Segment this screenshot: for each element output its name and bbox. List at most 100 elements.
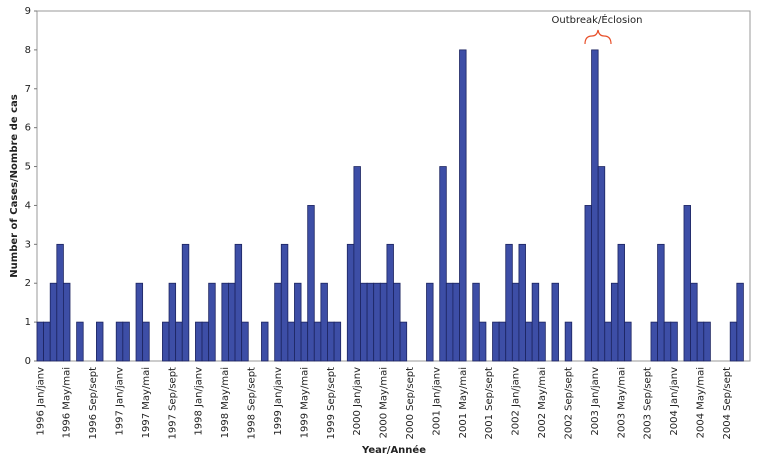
bar <box>333 321 342 362</box>
x-tick-label: 2003 May/mai <box>616 367 627 438</box>
bar <box>703 321 711 362</box>
y-tick-label: 0 <box>25 356 31 367</box>
bar <box>122 321 130 362</box>
bar <box>320 282 328 362</box>
bar <box>604 321 612 362</box>
bar <box>683 205 691 362</box>
x-tick-label: 2001 Sep/sept <box>484 367 495 440</box>
bar <box>373 282 381 362</box>
x-tick-label: 1998 Sep/sept <box>247 367 258 440</box>
x-tick-label: 2000 May/mai <box>379 367 390 438</box>
bar <box>115 321 124 362</box>
bar <box>228 282 236 362</box>
bar <box>221 282 229 362</box>
bar <box>96 321 104 362</box>
bar <box>135 282 144 362</box>
x-tick-label: 1996 Jan/janv <box>35 367 46 436</box>
bar <box>531 282 540 362</box>
bar <box>736 282 744 362</box>
bar <box>399 321 408 362</box>
bar <box>63 282 71 362</box>
y-tick-label: 3 <box>25 239 31 250</box>
bar <box>201 321 210 362</box>
x-tick-label: 1999 Sep/sept <box>326 367 337 440</box>
bar <box>439 166 447 362</box>
bar <box>525 321 533 362</box>
bar <box>346 243 355 362</box>
bar <box>162 321 170 362</box>
x-tick-label: 1998 Jan/janv <box>194 367 205 436</box>
bar <box>624 321 632 362</box>
y-tick-label: 7 <box>25 84 31 95</box>
x-tick-label: 2003 Jan/janv <box>590 367 601 436</box>
x-tick-label: 1997 May/mai <box>141 367 152 438</box>
x-tick-label: 2004 Jan/janv <box>669 367 680 436</box>
x-tick-label: 2004 Sep/sept <box>722 367 733 440</box>
x-tick-label: 2000 Jan/janv <box>352 367 363 436</box>
y-tick-label: 1 <box>25 317 31 328</box>
x-axis-title: Year/Année <box>361 444 426 456</box>
bar <box>518 243 526 362</box>
bar <box>208 282 216 362</box>
bar <box>393 282 401 362</box>
bar <box>610 282 619 362</box>
bar <box>478 321 487 362</box>
bar <box>307 205 315 362</box>
bar <box>617 243 625 362</box>
bar <box>426 282 434 362</box>
bar <box>274 282 282 362</box>
bar <box>287 321 295 362</box>
y-tick-label: 9 <box>25 6 31 17</box>
annotation: Outbreak/Éclosion <box>552 13 643 26</box>
x-tick-label: 2003 Sep/sept <box>643 367 654 440</box>
bar <box>353 166 361 362</box>
bar <box>564 321 573 362</box>
bar <box>459 49 467 362</box>
bar <box>690 282 698 362</box>
x-tick-label: 1996 Sep/sept <box>88 367 99 440</box>
bar <box>551 282 559 362</box>
y-tick-label: 4 <box>25 200 31 211</box>
bar <box>294 282 302 362</box>
bar <box>195 321 203 362</box>
bar <box>261 321 269 362</box>
bar <box>360 282 368 362</box>
x-tick-label: 2001 Jan/janv <box>431 367 442 436</box>
bar <box>498 321 507 362</box>
x-tick-label: 2002 Sep/sept <box>563 367 574 440</box>
bar <box>327 321 335 362</box>
bar <box>379 282 388 362</box>
x-tick-label: 1998 May/mai <box>220 367 231 438</box>
bar <box>657 243 665 362</box>
bar <box>511 282 520 362</box>
bar <box>300 321 309 362</box>
bar <box>452 282 460 362</box>
bar <box>650 321 658 362</box>
bar <box>280 243 289 362</box>
x-tick-label: 2002 Jan/janv <box>511 367 522 436</box>
bar <box>241 321 249 362</box>
x-tick-label: 2001 May/mai <box>458 367 469 438</box>
bar <box>472 282 480 362</box>
y-tick-label: 6 <box>25 123 31 134</box>
bar <box>445 282 454 362</box>
bar <box>505 243 513 362</box>
bar <box>76 321 84 362</box>
bar <box>142 321 150 362</box>
bar <box>597 166 606 362</box>
bar <box>43 321 51 362</box>
bar <box>181 243 190 362</box>
x-tick-label: 1999 May/mai <box>299 367 310 438</box>
bar <box>729 321 738 362</box>
x-tick-label: 2004 May/mai <box>695 367 706 438</box>
x-tick-label: 1999 Jan/janv <box>273 367 284 436</box>
y-tick-label: 8 <box>25 45 31 56</box>
bar <box>663 321 672 362</box>
y-axis-title: Number of Cases/Nombre de cas <box>9 94 20 278</box>
bar <box>584 205 592 362</box>
y-tick-label: 5 <box>25 162 31 173</box>
bar <box>36 321 45 362</box>
bar <box>591 49 599 362</box>
